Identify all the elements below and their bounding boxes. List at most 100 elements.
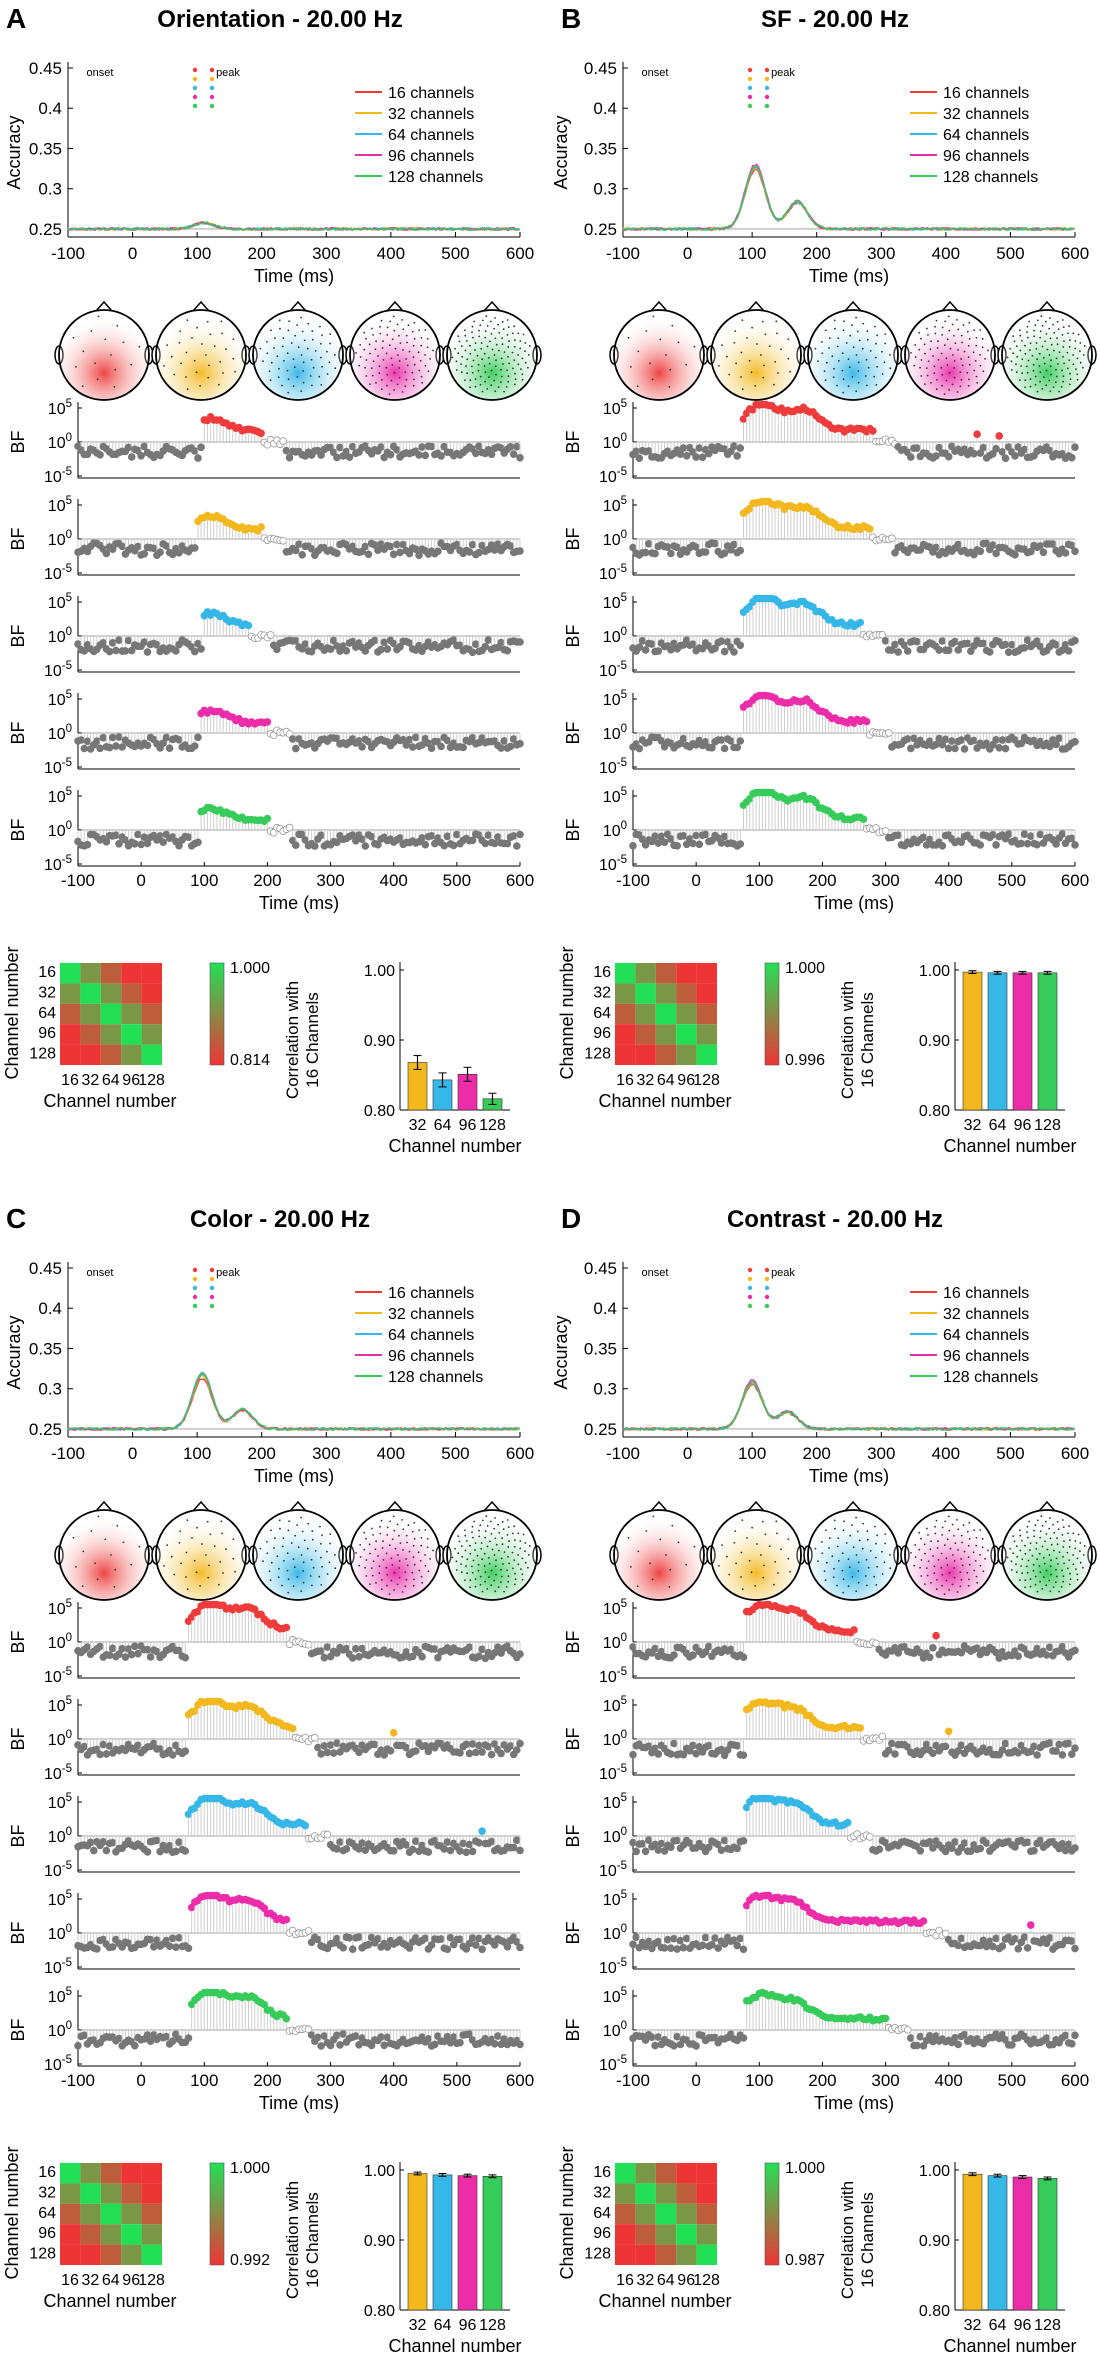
electrode [728,373,731,376]
bf-point [393,540,401,549]
bf-point [415,551,423,560]
head [58,309,150,401]
bf-point [736,444,745,452]
bf-tick-label: 10-5 [599,757,627,777]
electrode [193,1559,196,1562]
electrode [464,1549,467,1552]
matrix-x-tick: 32 [637,1072,655,1089]
bf-point [730,540,738,549]
bf-point [159,739,168,747]
electrode [486,1545,489,1548]
matrix-cell [100,1044,122,1065]
y-tick-label: 0.25 [29,220,62,239]
bf-point [1045,446,1054,455]
electrode [385,366,388,369]
electrode [1012,352,1015,355]
electrode [207,376,210,379]
bf-point [134,1741,142,1750]
bf-tick-label: 10-5 [44,1666,72,1686]
electrode [455,1560,458,1563]
bf-point [1001,744,1010,753]
bf-point [692,831,700,840]
electrode [173,373,176,376]
peak-marker [209,1303,215,1309]
electrode [269,1579,272,1582]
electrode [489,1540,491,1543]
bf-point [1067,453,1076,462]
bf-point [191,544,199,552]
bf-point [506,442,515,451]
electrode [478,1529,480,1532]
electrode [407,324,410,327]
electrode [494,390,497,393]
bar-xlabel: Channel number [943,1136,1076,1156]
electrode [497,323,499,326]
electrode [1039,371,1042,373]
matrix-cell [655,1024,677,1045]
electrode [1052,323,1054,326]
electrode [524,1550,526,1552]
electrode [1015,345,1018,348]
electrode [1042,357,1045,359]
matrix-y-tick: 16 [38,964,56,981]
bf-point [667,645,675,654]
electrode [914,356,917,358]
bf-point [1055,734,1064,742]
electrode [474,342,477,344]
peak-marker [764,94,770,100]
bf-point [736,840,745,848]
electrode [477,1569,480,1572]
scalp-map-32 [706,300,806,401]
peak-marker [209,103,215,109]
electrode [874,325,876,328]
bf-point [181,1653,190,1662]
electrode [967,344,970,347]
electrode [506,1519,509,1521]
electrode [474,1585,477,1588]
bf-tick-label: 105 [603,592,627,612]
electrode [302,1570,305,1572]
matrix-y-tick: 128 [584,1046,611,1063]
electrode [514,1578,517,1580]
x-tick-label: 500 [441,1444,469,1463]
electrode [637,350,640,353]
electrode [405,378,408,381]
bf-point [954,540,963,549]
bf-point [175,548,183,557]
matrix-cell [655,1003,677,1025]
electrode [876,334,878,337]
electrode [199,385,202,387]
electrode [469,352,472,355]
electrode [301,1530,304,1533]
electrode [379,1525,381,1528]
electrode [473,320,476,323]
electrode [460,1571,463,1574]
bf-point [393,445,401,454]
electrode [1013,340,1016,343]
electrode [514,1583,516,1586]
bf-point [314,1743,322,1752]
electrode [369,1583,371,1585]
electrode [307,322,310,325]
electrode [259,1547,262,1550]
electrode [685,363,688,366]
electrode [302,1581,305,1584]
bf-tick-label: 100 [48,626,72,646]
electrode [394,347,397,350]
electrode [517,1532,520,1535]
accuracy-plot: 0.450.40.350.30.25-100 0 100 200 300 400 500 60… [551,59,1089,286]
electrode [1076,357,1079,360]
electrode [282,1537,285,1539]
bf-point [1033,840,1041,849]
electrode [487,1557,490,1559]
bf-point [96,1750,104,1759]
bf-ylabel: BF [8,721,28,744]
scalp-map-64 [248,1500,348,1601]
electrode [490,1520,492,1523]
electrode [984,358,986,360]
y-tick-label: 0.45 [29,1259,62,1278]
bf-point [465,1749,474,1758]
electrode [1024,344,1026,347]
